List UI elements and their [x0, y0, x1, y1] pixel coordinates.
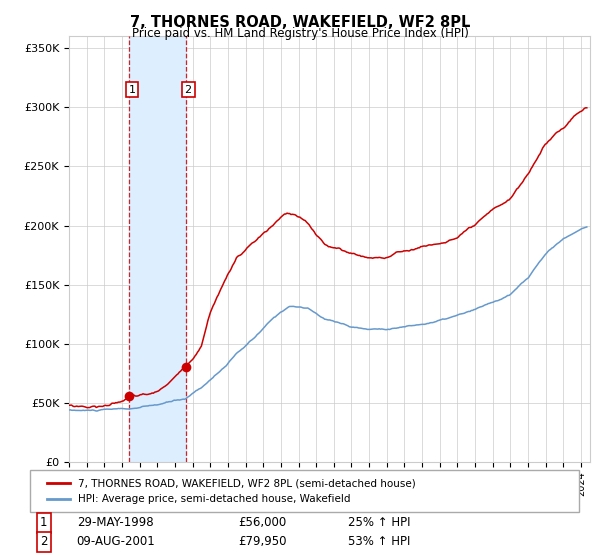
Legend: 7, THORNES ROAD, WAKEFIELD, WF2 8PL (semi-detached house), HPI: Average price, s: 7, THORNES ROAD, WAKEFIELD, WF2 8PL (sem… [41, 472, 422, 511]
Text: £79,950: £79,950 [239, 535, 287, 548]
Text: 29-MAY-1998: 29-MAY-1998 [77, 516, 153, 529]
Bar [129, 36, 185, 462]
Text: 2: 2 [185, 85, 192, 95]
Text: 53% ↑ HPI: 53% ↑ HPI [349, 535, 411, 548]
Text: Price paid vs. HM Land Registry's House Price Index (HPI): Price paid vs. HM Land Registry's House … [131, 27, 469, 40]
Text: 25% ↑ HPI: 25% ↑ HPI [349, 516, 411, 529]
FancyBboxPatch shape [30, 470, 579, 512]
Text: £56,000: £56,000 [239, 516, 287, 529]
Text: 1: 1 [40, 516, 47, 529]
Text: 7, THORNES ROAD, WAKEFIELD, WF2 8PL: 7, THORNES ROAD, WAKEFIELD, WF2 8PL [130, 15, 470, 30]
Text: 09-AUG-2001: 09-AUG-2001 [77, 535, 155, 548]
Text: 2: 2 [40, 535, 47, 548]
Text: 1: 1 [128, 85, 136, 95]
